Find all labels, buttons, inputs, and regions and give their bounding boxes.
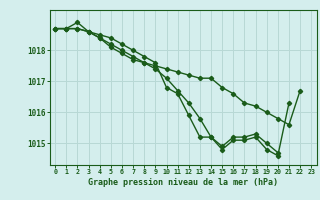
X-axis label: Graphe pression niveau de la mer (hPa): Graphe pression niveau de la mer (hPa): [88, 178, 278, 187]
